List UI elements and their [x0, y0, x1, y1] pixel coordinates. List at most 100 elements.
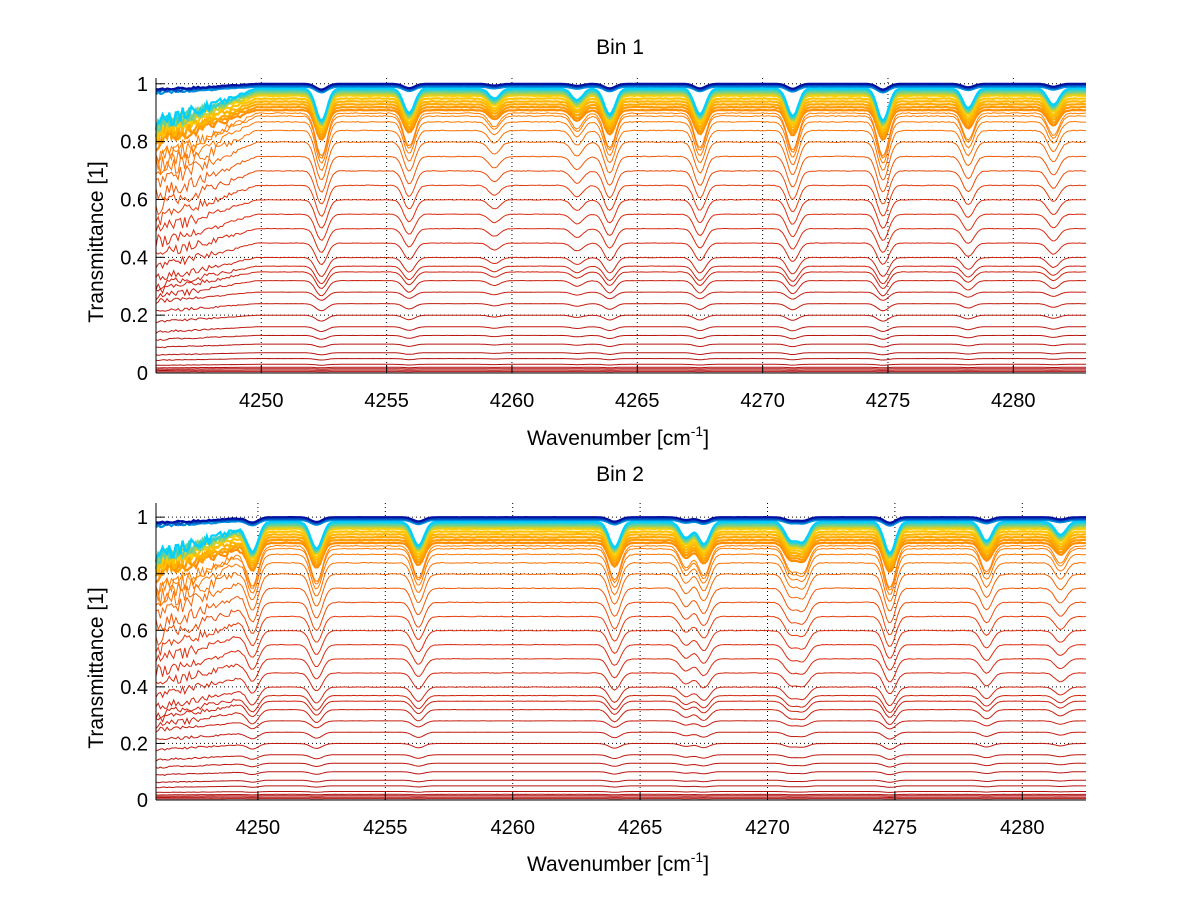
series-line: [156, 795, 1086, 797]
series-line: [155, 629, 1086, 662]
series-line: [155, 115, 1087, 164]
series-line: [155, 771, 1087, 776]
series-line: [155, 515, 1087, 525]
plot-area: 4250 4255 4260 4265 4270 4275 4280 0 0.2 0.4 0.6 0.…: [120, 74, 1087, 412]
x-tick-label: 4275: [866, 390, 911, 412]
series-line: [154, 105, 1087, 145]
subplot-bin-1: Bin 1 4250 4255 4260 4265 4270 4275 4280 0 0.2 0.…: [85, 36, 1087, 450]
series-line: [155, 326, 1087, 334]
chart-title: Bin 1: [596, 36, 644, 59]
series-line: [155, 517, 1086, 527]
series-line: [155, 791, 1086, 793]
series-line: [155, 658, 1087, 685]
series-line: [155, 643, 1087, 677]
x-tick-label: 4265: [615, 390, 660, 412]
subplot-bin-2: Bin 2 4250 4255 4260 4265 4270 4275 4280 0 0.2 0.…: [85, 463, 1087, 876]
y-tick-label: 0.2: [120, 305, 148, 327]
x-tick-label: 4250: [236, 817, 281, 839]
series-line: [155, 82, 1086, 91]
series-line: [155, 334, 1087, 341]
x-axis-label-sup: -1: [691, 849, 704, 865]
series-line: [155, 520, 1086, 560]
series-line: [155, 242, 1087, 270]
series-line: [155, 368, 1086, 370]
series-line: [155, 518, 1087, 529]
series-line: [155, 553, 1087, 606]
series-line: [155, 700, 1087, 723]
series-line: [155, 754, 1086, 762]
series-line: [155, 227, 1087, 255]
series-line: [155, 672, 1087, 699]
x-axis-label-sup: -1: [691, 423, 704, 439]
series-line: [155, 762, 1086, 769]
series-line: [155, 615, 1087, 656]
x-tick-label: 4275: [873, 817, 918, 839]
series-line: [155, 561, 1086, 607]
y-tick-label: 1: [137, 507, 148, 529]
y-tick-label: 0.6: [120, 620, 148, 642]
x-axis-label-end: ]: [703, 853, 709, 876]
y-tick-label: 0.8: [120, 564, 148, 586]
y-tick-label: 0.2: [120, 733, 148, 755]
x-tick-label: 4280: [1000, 817, 1045, 839]
series-line: [155, 601, 1086, 646]
y-tick-label: 0.4: [120, 677, 148, 699]
x-tick-label: 4260: [490, 817, 535, 839]
series-line: [155, 129, 1086, 176]
x-tick-label: 4280: [991, 390, 1036, 412]
series-line: [155, 84, 1086, 93]
y-tick-label: 0: [137, 363, 148, 385]
y-tick-label: 0.4: [120, 247, 148, 269]
x-axis-label-end: ]: [703, 427, 709, 450]
series-line: [155, 547, 1087, 596]
series-line: [155, 544, 1087, 602]
series-line: [155, 742, 1087, 752]
plot-area: 4250 4255 4260 4265 4270 4275 4280 0 0.2 0.4 0.6 0.…: [120, 503, 1087, 839]
series-line: [155, 256, 1086, 281]
x-tick-label: 4260: [490, 390, 535, 412]
chart-title: Bin 2: [596, 463, 644, 486]
series-line: [155, 99, 1087, 138]
series-line: [154, 97, 1087, 140]
series-line: [155, 213, 1087, 248]
series-line: [155, 686, 1087, 710]
series-line: [155, 86, 1086, 127]
series-line: [155, 343, 1086, 349]
series-line: [155, 720, 1087, 733]
series-line: [154, 102, 1087, 146]
series-line: [155, 170, 1087, 216]
series-line: [155, 314, 1086, 324]
x-tick-label: 4250: [239, 390, 284, 412]
x-tick-label: 4270: [745, 817, 790, 839]
series-line: [155, 366, 1086, 369]
series-line: [155, 352, 1086, 356]
x-axis-label-main: Wavenumber [cm: [527, 427, 691, 450]
series-line: [155, 785, 1086, 789]
series-line: [155, 779, 1086, 784]
x-axis-label: Wavenumber [cm-1]: [527, 423, 709, 450]
series-line: [155, 573, 1087, 619]
series-line: [155, 141, 1087, 188]
y-axis-label: Transmittance [1]: [85, 161, 108, 322]
series-line: [155, 303, 1086, 312]
x-axis-label-main: Wavenumber [cm: [527, 853, 691, 876]
series-line: [155, 291, 1087, 304]
x-tick-label: 4255: [364, 390, 409, 412]
series-line: [155, 363, 1086, 366]
series-line: [155, 120, 1086, 175]
series-line: [155, 731, 1086, 741]
x-tick-label: 4255: [363, 817, 408, 839]
series-line: [155, 265, 1087, 290]
series-line: [155, 357, 1087, 362]
series-line: [155, 694, 1087, 719]
series-line: [155, 279, 1086, 301]
series-line: [155, 708, 1086, 729]
x-tick-label: 4270: [740, 390, 785, 412]
y-axis-label: Transmittance [1]: [85, 587, 108, 748]
y-tick-label: 0.8: [120, 132, 148, 154]
series-line: [155, 587, 1087, 632]
series-line: [155, 198, 1086, 232]
series-line: [155, 112, 1087, 170]
x-axis-label: Wavenumber [cm-1]: [527, 849, 709, 876]
